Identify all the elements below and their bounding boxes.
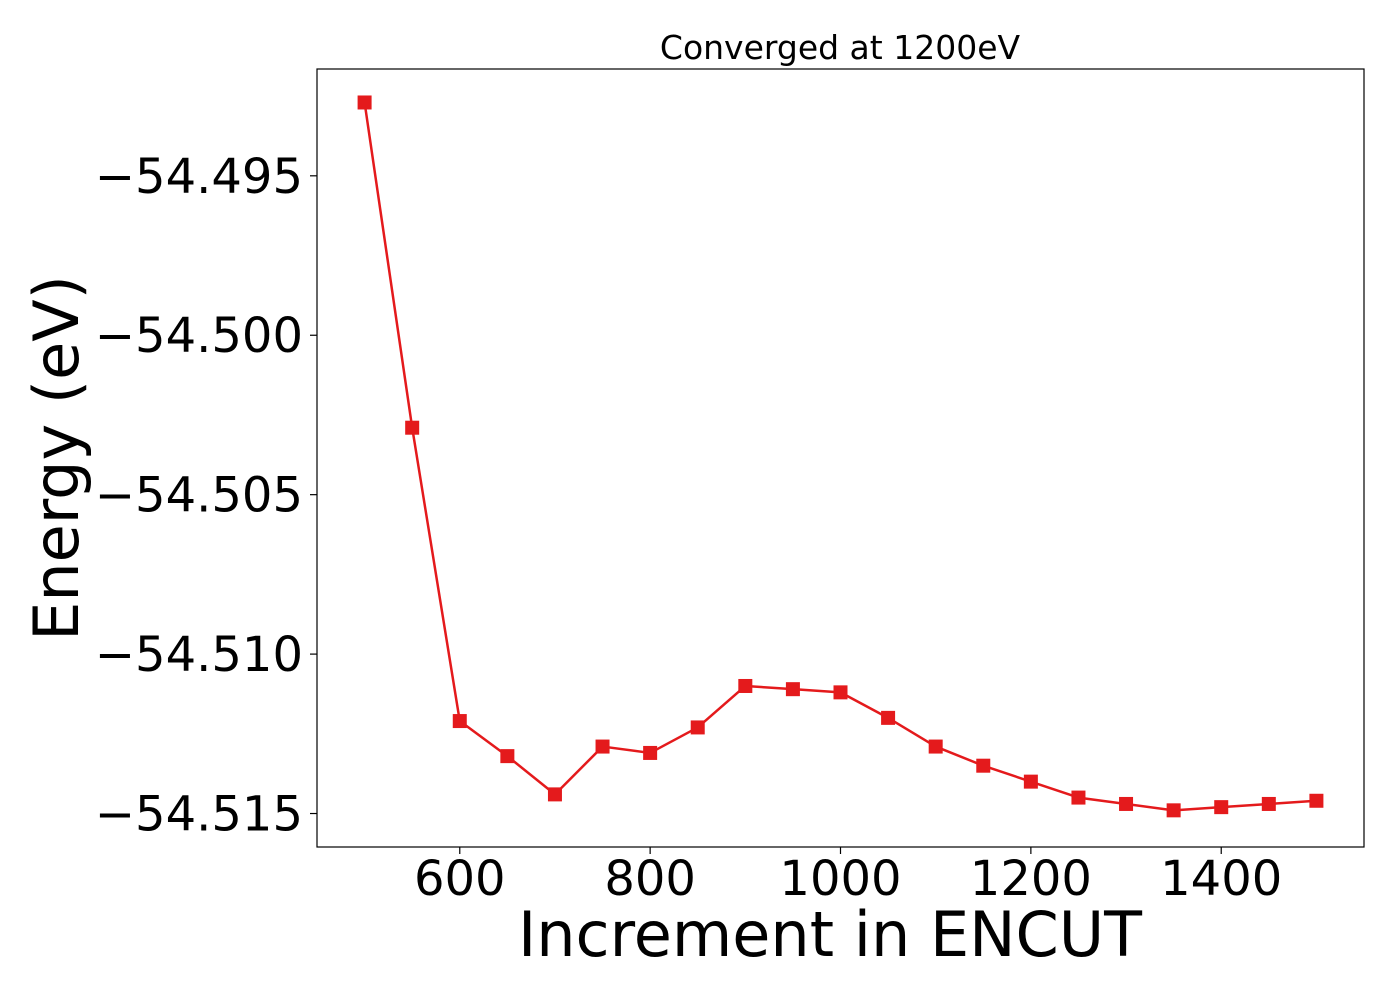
x-tick-label: 1000 [779, 851, 901, 907]
data-point-marker [595, 739, 610, 754]
data-point-marker [976, 758, 991, 773]
data-point-marker [738, 678, 753, 693]
y-tick-label: −54.495 [95, 149, 303, 205]
data-point-marker [1023, 774, 1038, 789]
x-tick-label: 1400 [1160, 851, 1282, 907]
y-tick-label: −54.515 [95, 787, 303, 843]
data-point-marker [1214, 800, 1229, 815]
data-point-marker [1261, 796, 1276, 811]
data-point-marker [881, 710, 896, 725]
series-line [363, 102, 1317, 812]
data-point-marker [643, 745, 658, 760]
x-axis-label: Increment in ENCUT [518, 898, 1143, 971]
data-point-marker [1166, 803, 1181, 818]
data-point-marker [785, 682, 800, 697]
data-point-marker [1309, 793, 1324, 808]
data-point-marker [1071, 790, 1086, 805]
data-point-marker [452, 714, 467, 729]
data-point-marker [1119, 796, 1134, 811]
x-tick-label: 600 [414, 851, 506, 907]
series-layer [357, 95, 1324, 818]
data-point-marker [833, 685, 848, 700]
data-point-marker [500, 749, 515, 764]
chart-title: Converged at 1200eV [660, 28, 1021, 67]
y-tick-label: −54.500 [95, 308, 303, 364]
data-point-marker [357, 95, 372, 110]
data-point-marker [690, 720, 705, 735]
y-axis-label: Energy (eV) [20, 275, 93, 641]
data-point-marker [928, 739, 943, 754]
x-axis: 600 800 1000 1200 1400 [414, 847, 1282, 907]
y-tick-label: −54.510 [95, 627, 303, 683]
x-tick-label: 1200 [970, 851, 1092, 907]
y-tick-label: −54.505 [95, 468, 303, 524]
data-point-marker [405, 420, 420, 435]
x-tick-label: 800 [604, 851, 696, 907]
data-point-marker [547, 787, 562, 802]
y-axis: −54.495 −54.500 −54.505 −54.510 −54.515 [95, 149, 317, 843]
